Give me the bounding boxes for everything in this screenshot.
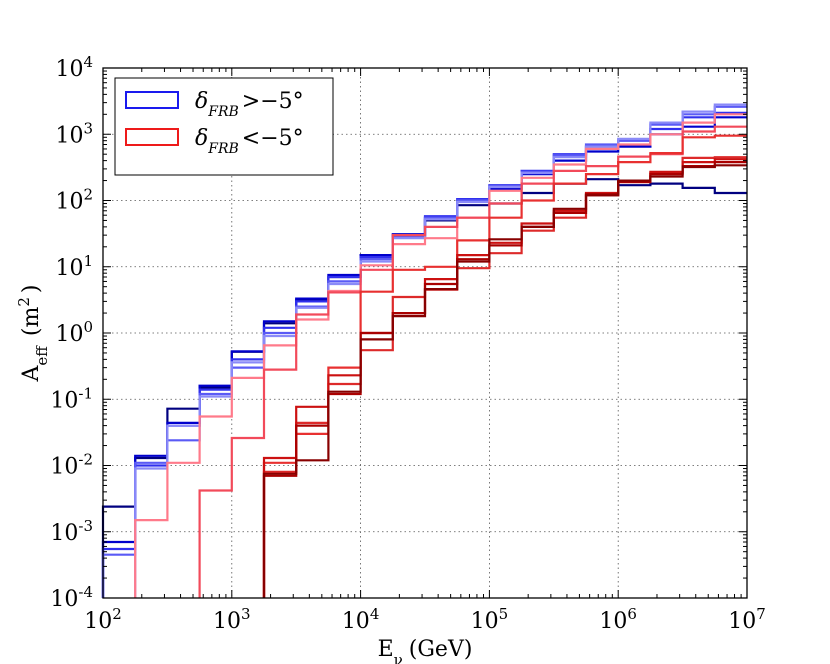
x-tick-label: 102 [84, 605, 122, 634]
y-tick-label: 10-3 [50, 517, 93, 546]
y-tick-label: 101 [55, 252, 93, 281]
y-tick-label: 103 [55, 119, 93, 148]
legend-patch-south [125, 128, 179, 146]
series-line [262, 164, 747, 598]
y-tick-label: 104 [55, 53, 93, 82]
x-tick-labels: 102 103 104 105 106 107 [84, 605, 766, 634]
x-axis-title: Eν (GeV) [378, 637, 473, 664]
series-line [262, 158, 747, 598]
series-line [198, 125, 747, 598]
legend-label-north: δFRB >−5° [195, 89, 304, 120]
series-layer [101, 103, 747, 598]
legend-box [114, 77, 334, 176]
y-tick-label: 10-4 [50, 583, 93, 612]
x-tick-label: 104 [342, 605, 380, 634]
y-tick-labels: 10-4 10-3 10-2 10-1 100 101 102 103 104 [50, 53, 93, 612]
legend: δFRB >−5° δFRB <−5° [114, 77, 334, 176]
series-line [262, 161, 747, 598]
x-tick-label: 107 [728, 605, 766, 634]
ticks [102, 68, 748, 599]
legend-patch-north [125, 91, 179, 109]
x-tick-label: 106 [599, 605, 637, 634]
series-line [262, 134, 747, 598]
x-tick-label: 103 [213, 605, 251, 634]
legend-label-south: δFRB <−5° [195, 126, 304, 157]
y-tick-label: 10-2 [50, 451, 93, 480]
y-tick-label: 102 [55, 186, 93, 215]
series-line [134, 113, 747, 598]
y-tick-label: 100 [55, 318, 93, 347]
y-tick-label: 10-1 [50, 384, 93, 413]
y-axis-title: Aeff(m2) [15, 284, 51, 382]
x-tick-label: 105 [471, 605, 509, 634]
series-line [134, 103, 747, 598]
